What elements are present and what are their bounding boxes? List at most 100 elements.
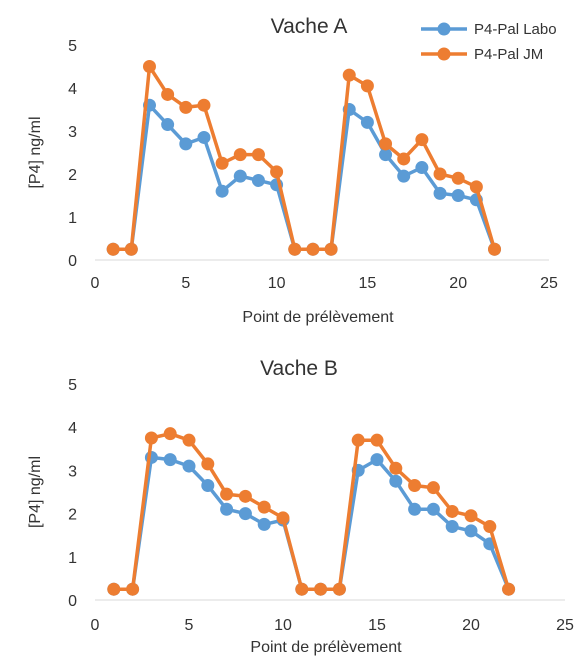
data-point <box>389 474 403 488</box>
data-point <box>251 148 265 162</box>
data-point <box>220 502 234 516</box>
data-point <box>270 165 284 179</box>
data-point <box>483 520 497 534</box>
data-point <box>426 502 440 516</box>
data-point <box>126 582 140 596</box>
data-point <box>238 507 252 521</box>
series-line <box>113 431 511 591</box>
legend-label: P4-Pal JM <box>474 46 543 63</box>
data-point <box>179 137 193 151</box>
y-tick-label: 1 <box>68 210 77 227</box>
y-tick-label: 4 <box>68 81 77 98</box>
data-point <box>488 242 502 256</box>
series-line <box>113 64 497 252</box>
data-point <box>342 68 356 82</box>
data-point <box>215 156 229 170</box>
y-tick-label: 5 <box>68 38 77 55</box>
data-point <box>360 79 374 93</box>
data-point <box>445 520 459 534</box>
data-point <box>408 502 422 516</box>
data-point <box>257 500 271 514</box>
x-axis-label: Point de prélèvement <box>250 639 402 656</box>
data-point <box>161 87 175 101</box>
x-axis-label: Point de prélèvement <box>242 309 394 326</box>
data-point <box>144 431 158 445</box>
legend-marker <box>437 47 451 61</box>
data-point <box>276 511 290 525</box>
legend-label: P4-Pal Labo <box>474 21 557 38</box>
y-axis-label: [P4] ng/ml <box>27 116 44 188</box>
data-point <box>306 242 320 256</box>
x-tick-label: 25 <box>540 275 558 292</box>
y-tick-label: 3 <box>68 463 77 480</box>
data-point <box>124 242 138 256</box>
y-tick-label: 1 <box>68 550 77 567</box>
chart-title: Vache B <box>260 357 338 380</box>
data-point <box>397 152 411 166</box>
data-point <box>370 453 384 467</box>
x-tick-label: 25 <box>556 617 574 634</box>
data-point <box>408 479 422 493</box>
x-tick-label: 20 <box>449 275 467 292</box>
data-point <box>233 148 247 162</box>
x-tick-label: 10 <box>274 617 292 634</box>
data-point <box>415 161 429 175</box>
data-point <box>370 433 384 447</box>
y-tick-label: 2 <box>68 507 77 524</box>
data-point <box>451 171 465 185</box>
y-tick-label: 3 <box>68 124 77 141</box>
y-tick-label: 5 <box>68 377 77 394</box>
data-point <box>451 189 465 202</box>
data-point <box>197 98 211 112</box>
chart-title: Vache A <box>271 15 348 38</box>
data-point <box>197 130 211 144</box>
legend: P4-Pal Labo P4-Pal JM <box>421 21 557 63</box>
x-tick-label: 15 <box>359 275 377 292</box>
chart-vache-b: 0 1 2 3 4 5 0 5 10 15 20 25 Vache B Point de prélèvem… <box>27 357 574 656</box>
data-point <box>182 433 196 447</box>
data-point <box>182 459 196 473</box>
x-tick-label: 10 <box>268 275 286 292</box>
data-point <box>397 169 411 183</box>
y-axis-label: [P4] ng/ml <box>27 456 44 528</box>
data-point <box>233 169 247 183</box>
x-tick-label: 5 <box>185 617 194 634</box>
data-point <box>351 433 365 447</box>
x-tick-label: 15 <box>368 617 386 634</box>
data-point <box>469 180 483 194</box>
data-point <box>389 461 403 475</box>
y-tick-label: 0 <box>68 593 77 610</box>
data-point <box>163 427 177 441</box>
data-point <box>379 148 393 162</box>
data-point <box>445 504 459 518</box>
x-tick-label: 0 <box>91 275 100 292</box>
data-point <box>332 582 346 596</box>
data-point <box>415 133 429 147</box>
data-point <box>142 60 156 73</box>
chart-vache-a: 0 1 2 3 4 5 0 5 10 15 20 25 Vache A Point de prélèvem… <box>27 15 558 326</box>
data-point <box>324 242 338 256</box>
data-point <box>379 137 393 151</box>
data-point <box>433 167 447 181</box>
data-point <box>107 582 121 596</box>
data-point <box>106 242 120 256</box>
x-tick-label: 20 <box>462 617 480 634</box>
data-point <box>360 115 374 129</box>
legend-marker <box>437 22 451 36</box>
y-tick-label: 0 <box>68 253 77 270</box>
data-point <box>215 184 229 198</box>
data-point <box>502 582 516 596</box>
data-point <box>220 487 234 501</box>
data-point <box>295 582 309 596</box>
data-point <box>201 457 215 471</box>
y-tick-label: 4 <box>68 420 77 437</box>
data-point <box>161 118 175 132</box>
data-point <box>163 453 177 467</box>
data-point <box>288 242 302 256</box>
data-point <box>238 489 252 503</box>
data-point <box>426 481 440 495</box>
data-point <box>464 509 478 523</box>
data-point <box>464 524 478 538</box>
data-point <box>257 517 271 531</box>
